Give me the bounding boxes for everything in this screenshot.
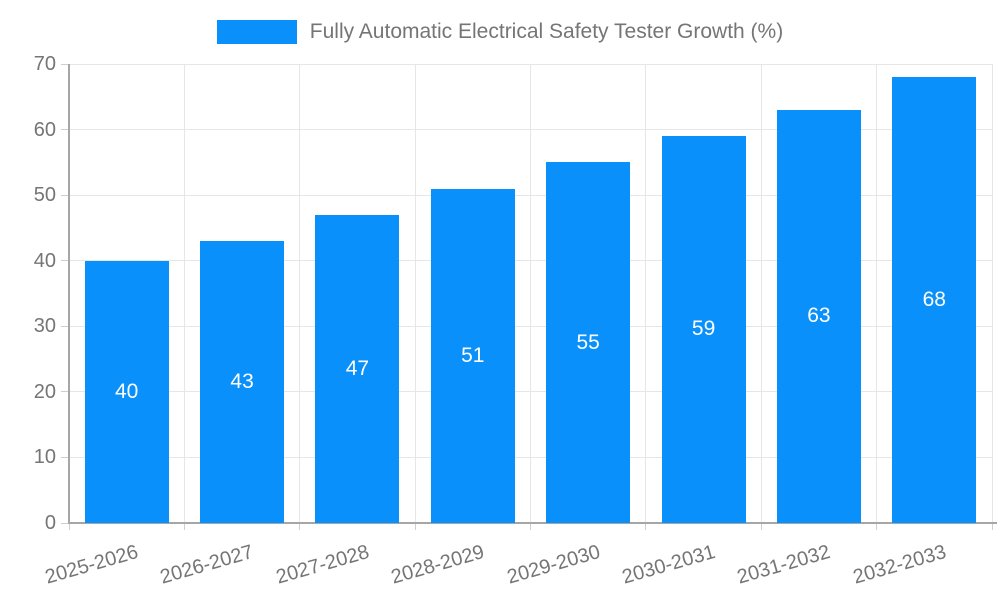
- bar-value-label: 63: [807, 304, 831, 328]
- y-axis-label: 40: [33, 249, 56, 272]
- x-axis-label: 2031-2032: [734, 541, 833, 589]
- bar-value-label: 68: [922, 287, 946, 311]
- x-tick: [530, 523, 531, 530]
- y-axis-label: 10: [33, 446, 56, 469]
- x-axis-line: [68, 522, 997, 524]
- x-axis-label: 2030-2031: [619, 541, 718, 589]
- y-axis-label: 20: [33, 380, 56, 403]
- x-tick: [760, 523, 762, 530]
- y-tick: [61, 325, 69, 327]
- legend-label: Fully Automatic Electrical Safety Tester…: [309, 20, 784, 43]
- x-tick: [183, 523, 185, 530]
- v-gridline: [299, 64, 301, 523]
- bar-value-label: 59: [691, 317, 716, 341]
- legend-swatch-icon: [216, 20, 297, 44]
- y-axis-label: 50: [33, 184, 56, 207]
- x-tick: [414, 523, 416, 530]
- y-axis-line: [68, 64, 70, 524]
- x-tick: [876, 523, 878, 530]
- bar[interactable]: 47: [315, 214, 400, 523]
- v-gridline: [530, 64, 531, 523]
- y-tick: [61, 63, 69, 65]
- y-tick: [61, 456, 69, 458]
- y-tick: [61, 391, 69, 393]
- bar-value-label: 47: [345, 356, 370, 380]
- v-gridline: [991, 64, 993, 523]
- v-gridline: [876, 64, 878, 523]
- bar[interactable]: 55: [546, 162, 631, 523]
- legend[interactable]: Fully Automatic Electrical Safety Tester…: [0, 20, 1000, 44]
- bar-value-label: 55: [576, 330, 600, 354]
- y-axis-label: 70: [33, 53, 56, 75]
- bar[interactable]: 63: [776, 109, 861, 523]
- bar-value-label: 43: [230, 370, 254, 393]
- x-axis-label: 2025-2026: [42, 541, 141, 589]
- x-axis-label: 2032-2033: [850, 541, 949, 589]
- x-axis-label: 2028-2029: [388, 541, 487, 589]
- v-gridline: [760, 64, 762, 523]
- y-tick: [61, 194, 69, 196]
- y-axis-label: 60: [33, 118, 56, 141]
- x-tick: [991, 523, 993, 530]
- bar[interactable]: 51: [430, 188, 515, 523]
- bar[interactable]: 68: [892, 77, 977, 523]
- bar-value-label: 51: [461, 343, 485, 367]
- y-axis-label: 0: [44, 512, 56, 534]
- x-tick: [645, 523, 647, 530]
- x-axis-label: 2026-2027: [158, 541, 257, 589]
- x-axis-label: 2029-2030: [504, 541, 603, 589]
- bar[interactable]: 59: [661, 136, 746, 523]
- bar[interactable]: 40: [84, 260, 169, 523]
- x-axis-label: 2027-2028: [273, 541, 372, 589]
- v-gridline: [645, 64, 647, 523]
- x-tick: [68, 523, 70, 530]
- bar[interactable]: 43: [200, 241, 285, 523]
- y-axis-label: 30: [33, 315, 56, 338]
- v-gridline: [414, 64, 416, 523]
- v-gridline: [183, 64, 185, 523]
- y-tick: [61, 522, 69, 524]
- y-tick: [61, 129, 69, 131]
- y-tick: [61, 260, 69, 262]
- bar-value-label: 40: [115, 379, 139, 403]
- x-tick: [299, 523, 301, 530]
